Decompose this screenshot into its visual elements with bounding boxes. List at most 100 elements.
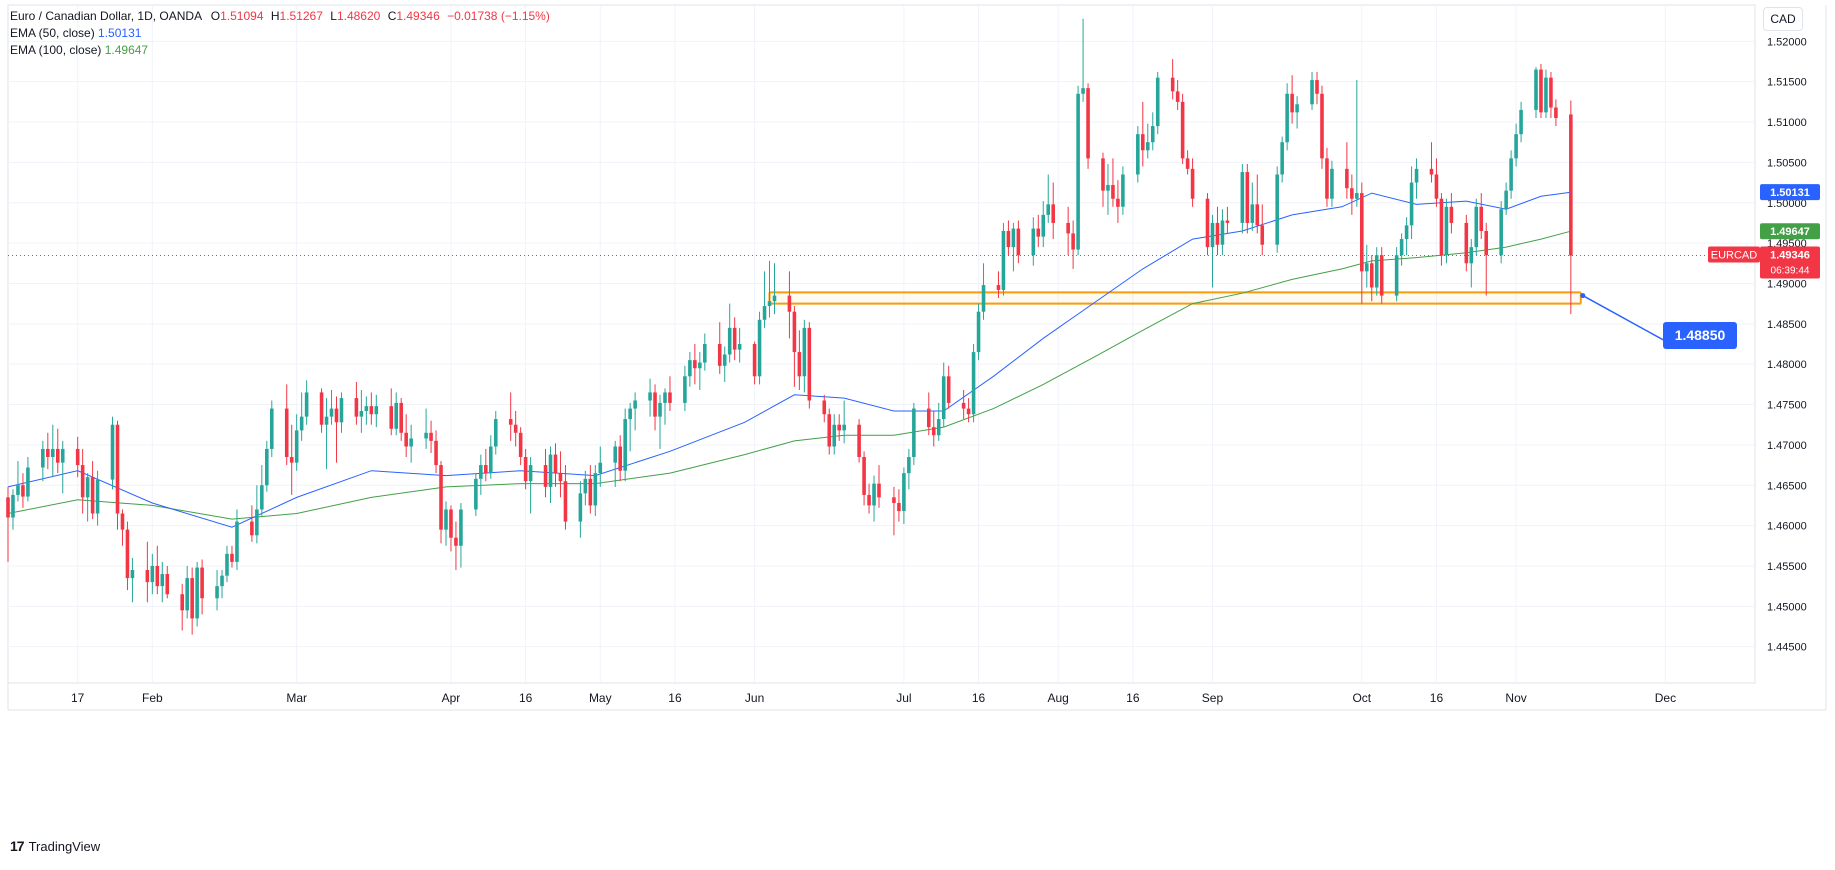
price-tick-label: 1.52000 <box>1767 36 1807 48</box>
candle-body <box>1145 142 1150 151</box>
ema-lines <box>7 191 1571 528</box>
tradingview-logo-icon: 17 <box>10 838 25 854</box>
candle-body <box>444 509 448 530</box>
candle-body <box>1534 69 1538 110</box>
candle-body <box>946 376 951 403</box>
candle-body <box>797 352 802 377</box>
candle-body <box>1170 77 1175 92</box>
candle-body <box>150 565 155 583</box>
ema100-label: EMA (100, close) <box>10 43 102 57</box>
ema100-row[interactable]: EMA (100, close) 1.49647 <box>10 42 550 59</box>
candle-body <box>429 432 433 441</box>
open-label: O <box>210 9 221 23</box>
candle-body <box>484 465 488 474</box>
candle-body <box>1325 158 1329 199</box>
candle-body <box>623 419 627 471</box>
candle-body <box>1355 193 1359 199</box>
candle-body <box>802 327 807 377</box>
open-value: 1.51094 <box>220 9 264 23</box>
candle-body <box>976 311 981 353</box>
candle-body <box>255 509 259 536</box>
candle-body <box>737 344 742 350</box>
candle-body <box>474 478 478 510</box>
candle-body <box>996 285 1001 290</box>
price-tick-label: 1.48500 <box>1767 319 1807 331</box>
candle-body <box>1016 228 1021 256</box>
price-tick-label: 1.45500 <box>1767 561 1807 573</box>
candle-body <box>941 376 946 420</box>
candle-body <box>1215 222 1220 245</box>
candle-body <box>1285 93 1289 143</box>
candle-body <box>1121 174 1125 207</box>
symbol-title[interactable]: Euro / Canadian Dollar, 1D, OANDA <box>10 9 202 23</box>
candle-body <box>1474 206 1479 248</box>
time-tick-label: Nov <box>1505 691 1526 705</box>
candle-body <box>1150 126 1155 143</box>
candle-body <box>1141 134 1145 151</box>
time-tick-label: 16 <box>519 691 533 705</box>
time-tick-label: Sep <box>1202 691 1224 705</box>
candle-body <box>1116 198 1120 207</box>
candle-body <box>683 376 687 403</box>
candle-body <box>160 574 165 587</box>
candle-body <box>120 513 125 530</box>
candle-body <box>1509 158 1513 191</box>
candle-body <box>1464 222 1469 264</box>
annotation-connector <box>1582 294 1679 349</box>
currency-button[interactable]: CAD <box>1763 7 1803 31</box>
candle-body <box>548 454 553 487</box>
ema50-price-badge: 1.50131 <box>1770 187 1810 199</box>
candle-body <box>1136 134 1140 175</box>
price-badges: 1.48850 1.50131 1.49647 EURCAD 1.49346 06:39:… <box>1580 184 1820 349</box>
candle-body <box>558 473 563 482</box>
price-tick-label: 1.47500 <box>1767 400 1807 412</box>
time-tick-label: 16 <box>668 691 682 705</box>
candle-body <box>1484 231 1489 256</box>
candle-body <box>1315 80 1319 94</box>
candle-body <box>872 483 876 506</box>
time-tick-label: Jun <box>745 691 764 705</box>
candle-body <box>130 570 135 579</box>
change-value: −0.01738 (−1.15%) <box>447 9 550 23</box>
candle-body <box>354 398 359 417</box>
ema50-row[interactable]: EMA (50, close) 1.50131 <box>10 25 550 42</box>
price-tick-label: 1.51500 <box>1767 77 1807 89</box>
candle-body <box>1155 77 1160 127</box>
candle-body <box>1076 93 1080 250</box>
ema50-line <box>7 191 1571 528</box>
candle-body <box>867 494 871 506</box>
candle-body <box>110 424 115 480</box>
candle-body <box>195 567 199 619</box>
candle-body <box>857 424 861 457</box>
candle-body <box>593 473 598 506</box>
time-tick-label: Mar <box>286 691 307 705</box>
candle-body <box>528 465 533 482</box>
candle-body <box>1364 263 1369 272</box>
candle-body <box>220 575 224 587</box>
candle-body <box>190 578 194 619</box>
candle-body <box>508 419 513 425</box>
time-tick-label: 16 <box>1126 691 1140 705</box>
candle-body <box>1310 80 1314 105</box>
candle-body <box>364 406 369 411</box>
candle-body <box>1031 228 1036 256</box>
candle-body <box>1041 214 1046 237</box>
time-tick-label: Aug <box>1048 691 1069 705</box>
candle-body <box>762 306 767 320</box>
candle-body <box>907 457 911 474</box>
candle-body <box>1434 174 1439 199</box>
tradingview-logo[interactable]: 17 TradingView <box>10 838 100 854</box>
candle-body <box>324 416 329 425</box>
candle-body <box>1001 231 1006 290</box>
close-value: 1.49346 <box>396 9 440 23</box>
candle-body <box>90 477 95 514</box>
candle-body <box>125 529 130 579</box>
candle-body <box>1369 263 1374 288</box>
candle-body <box>842 424 846 431</box>
candles <box>6 18 1573 635</box>
candle-body <box>578 493 583 522</box>
time-tick-label: 16 <box>972 691 986 705</box>
candle-body <box>1275 174 1279 245</box>
